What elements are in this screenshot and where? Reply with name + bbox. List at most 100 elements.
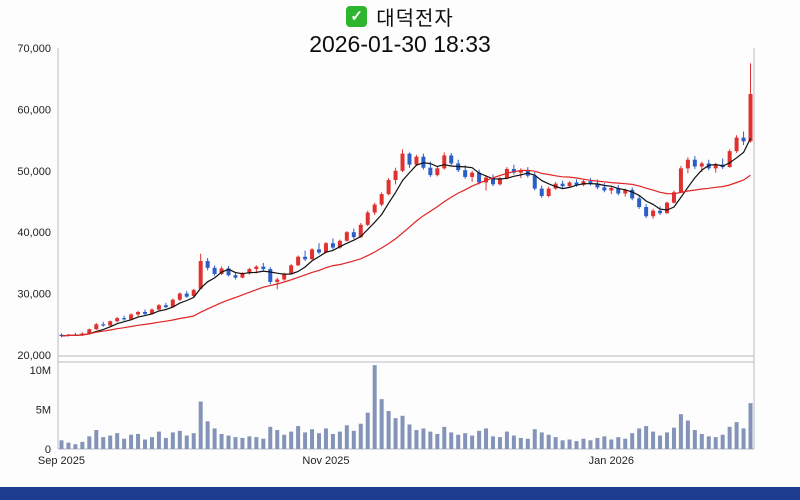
candle-body — [275, 279, 280, 282]
candle-body — [156, 305, 161, 310]
candle-body — [296, 256, 301, 266]
candle-body — [233, 275, 238, 278]
volume-bar — [198, 401, 203, 449]
volume-bar — [337, 431, 342, 449]
candle-body — [470, 172, 475, 177]
candle-body — [101, 324, 106, 326]
volume-bar — [149, 437, 154, 449]
volume-bar — [282, 434, 287, 449]
volume-bar — [191, 433, 196, 449]
volume-bar — [73, 444, 78, 449]
candle-body — [226, 268, 231, 276]
volume-bar — [595, 437, 600, 449]
volume-bar — [720, 434, 725, 449]
volume-bar — [706, 436, 711, 449]
candle-body — [595, 183, 600, 188]
candle-body — [212, 267, 217, 274]
candle-body — [59, 334, 64, 336]
candle-body — [671, 192, 676, 203]
volume-bar — [685, 420, 690, 449]
volume-bar — [129, 434, 134, 449]
volume-bar — [692, 430, 697, 449]
candle-body — [337, 240, 342, 248]
candle-body — [518, 170, 523, 173]
candle-body — [532, 175, 537, 189]
volume-bar — [644, 426, 649, 449]
candle-body — [637, 198, 642, 208]
candle-body — [560, 183, 565, 187]
volume-bar — [219, 433, 224, 449]
candle-body — [644, 207, 649, 217]
volume-bar — [463, 433, 468, 449]
candle-body — [734, 137, 739, 152]
volume-bar — [553, 437, 558, 449]
volume-bar — [365, 412, 370, 449]
volume-bar — [254, 437, 259, 449]
volume-bar — [184, 435, 189, 449]
volume-bar — [518, 437, 523, 449]
candle-body — [407, 153, 412, 165]
volume-bar — [567, 439, 572, 449]
volume-bar — [442, 426, 447, 449]
volume-bar — [226, 435, 231, 449]
candle-body — [358, 224, 363, 238]
candle-body — [94, 324, 99, 330]
candle-body — [170, 299, 175, 308]
candle-body — [198, 261, 203, 289]
volume-bar — [87, 436, 92, 449]
volume-bar — [386, 411, 391, 449]
volume-bar — [177, 430, 182, 449]
volume-bar — [344, 425, 349, 449]
volume-bar — [414, 430, 419, 449]
volume-bar — [658, 435, 663, 449]
volume-bar — [330, 433, 335, 449]
price-tick-label: 40,000 — [17, 227, 51, 239]
ma-line-short — [61, 138, 752, 337]
candle-body — [177, 293, 182, 300]
volume-bar — [421, 428, 426, 449]
candle-body — [365, 212, 370, 225]
candle-body — [149, 309, 154, 314]
volume-bar — [170, 432, 175, 449]
volume-bar — [393, 418, 398, 449]
volume-bar — [665, 432, 669, 449]
candle-body — [372, 204, 377, 213]
volume-bar — [80, 441, 85, 449]
candle-body — [435, 168, 440, 176]
volume-bar — [630, 433, 635, 449]
volume-bar — [581, 438, 586, 449]
volume-bar — [428, 431, 433, 449]
volume-bar — [539, 432, 544, 449]
candle-body — [344, 232, 349, 241]
candle-body — [289, 265, 294, 274]
candle-body — [623, 189, 628, 194]
candle-body — [303, 256, 308, 260]
candle-body — [651, 210, 656, 217]
volume-bar — [602, 436, 607, 449]
volume-bar — [671, 427, 676, 449]
volume-bar — [205, 421, 210, 449]
candle-body — [511, 168, 516, 173]
volume-bar — [310, 429, 315, 449]
volume-bar — [289, 431, 294, 449]
volume-bar — [637, 428, 642, 449]
price-tick-label: 30,000 — [17, 289, 51, 301]
volume-bar — [713, 437, 718, 449]
stock-name: 대덕전자 — [376, 8, 454, 30]
volume-bar — [233, 437, 238, 449]
price-tick-label: 60,000 — [17, 104, 51, 116]
candle-body — [122, 318, 127, 320]
volume-bar — [317, 433, 321, 449]
candlestick-chart: 70,000 60,000 50,000 40,000 30,000 20,000 10M 5… — [17, 43, 755, 467]
candle-body — [713, 164, 718, 169]
candle-body — [351, 232, 356, 238]
volume-bar — [449, 432, 454, 449]
volume-bar — [108, 435, 113, 449]
candle-body — [205, 261, 210, 268]
volume-bar — [699, 433, 704, 449]
chart-header: ✓ 대덕전자 2026-01-30 18:33 — [0, 3, 800, 58]
volume-bar — [407, 424, 412, 449]
candle-body — [163, 305, 168, 308]
volume-bar — [546, 434, 551, 449]
volume-bar — [491, 436, 495, 449]
